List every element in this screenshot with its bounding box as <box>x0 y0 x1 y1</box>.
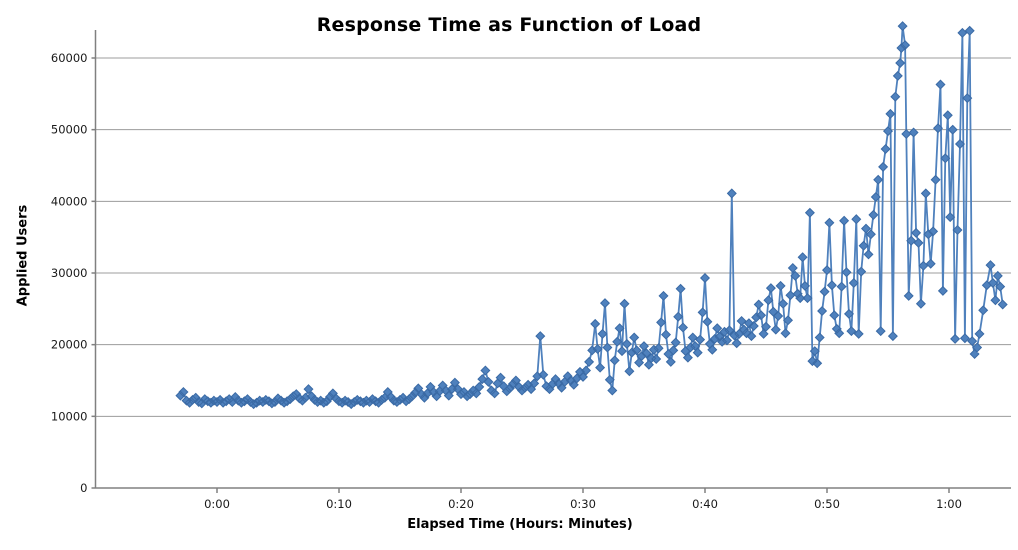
x-tick-label: 0:20 <box>448 497 474 511</box>
x-tick-label: 0:40 <box>692 497 718 511</box>
y-tick-label: 40000 <box>51 194 88 208</box>
chart-title: Response Time as Function of Load <box>316 14 702 36</box>
y-tick-label: 60000 <box>51 51 88 65</box>
series-markers <box>175 21 1008 410</box>
x-axis-title: Elapsed Time (Hours: Minutes) <box>407 517 633 532</box>
x-tick-label: 1:00 <box>936 497 962 511</box>
x-tick-label: 0:50 <box>814 497 840 511</box>
y-tick-label: 10000 <box>51 409 88 423</box>
y-tick-label: 30000 <box>51 266 88 280</box>
x-tick-label: 0:30 <box>570 497 596 511</box>
y-tick-label: 20000 <box>51 338 88 352</box>
x-tick-label: 0:10 <box>326 497 352 511</box>
y-tick-label: 50000 <box>51 123 88 137</box>
x-tick-label: 0:00 <box>204 497 230 511</box>
y-tick-label: 0 <box>80 481 87 495</box>
